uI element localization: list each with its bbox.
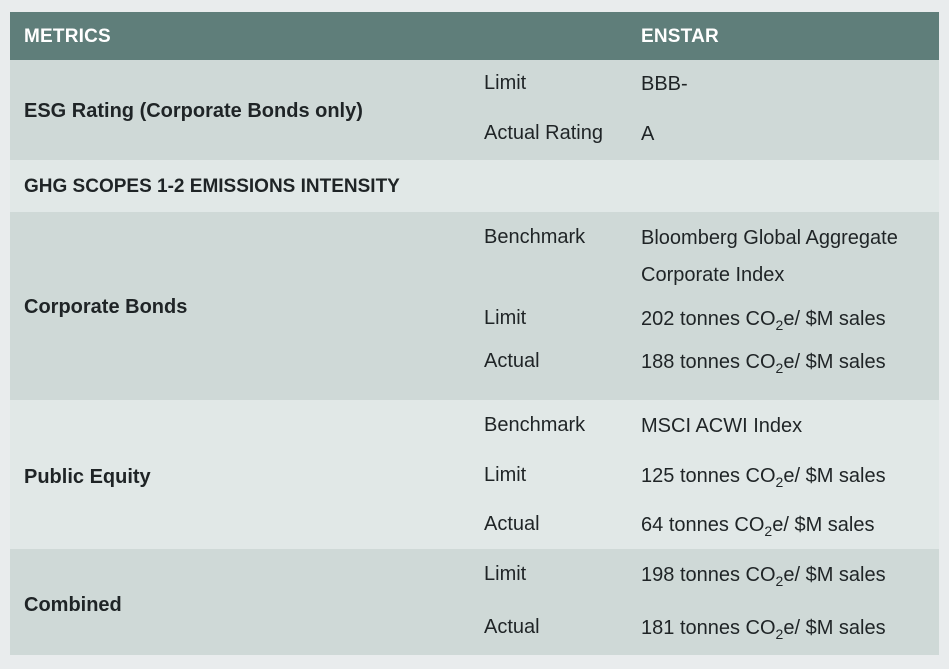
combined-actual-number: 181 xyxy=(641,617,675,639)
combined-limit-label: Limit xyxy=(484,563,527,585)
unit-text: tonnes CO xyxy=(679,351,776,373)
public-equity-section: Public Equity Benchmark MSCI ACWI Index … xyxy=(10,400,939,549)
unit-tail: e/ $M sales xyxy=(772,514,875,536)
corporate-bonds-section: Corporate Bonds Benchmark Bloomberg Glob… xyxy=(10,212,939,400)
pe-benchmark-value: MSCI ACWI Index xyxy=(641,415,803,437)
unit-subscript: 2 xyxy=(775,317,784,333)
pe-limit-number: 125 xyxy=(641,465,675,487)
unit-subscript: 2 xyxy=(775,573,784,589)
pe-actual-number: 64 xyxy=(641,514,664,536)
metrics-table: METRICS ENSTAR ESG Rating (Corporate Bon… xyxy=(10,12,939,655)
cb-benchmark-label: Benchmark xyxy=(484,226,586,248)
unit-text: tonnes CO xyxy=(679,564,776,586)
unit-subscript: 2 xyxy=(764,523,773,539)
esg-actual-value: A xyxy=(641,123,655,145)
unit-text: tonnes CO xyxy=(679,308,776,330)
pe-limit-value: 125 tonnes CO2e/ $M sales xyxy=(641,464,886,490)
combined-actual-value: 181 tonnes CO2e/ $M sales xyxy=(641,616,886,642)
cb-limit-number: 202 xyxy=(641,308,675,330)
combined-actual-label: Actual xyxy=(484,616,540,638)
esg-limit-label: Limit xyxy=(484,72,527,94)
pe-actual-label: Actual xyxy=(484,513,540,535)
unit-text: tonnes CO xyxy=(679,465,776,487)
unit-tail: e/ $M sales xyxy=(783,465,886,487)
unit-tail: e/ $M sales xyxy=(783,308,886,330)
cb-actual-value: 188 tonnes CO2e/ $M sales xyxy=(641,350,886,376)
unit-tail: e/ $M sales xyxy=(783,564,886,586)
esg-actual-label: Actual Rating xyxy=(484,122,603,144)
cb-limit-label: Limit xyxy=(484,307,527,329)
unit-tail: e/ $M sales xyxy=(783,617,886,639)
esg-rating-section: ESG Rating (Corporate Bonds only) Limit … xyxy=(10,60,939,160)
ghg-title: GHG SCOPES 1-2 EMISSIONS INTENSITY xyxy=(24,176,400,197)
pe-benchmark-label: Benchmark xyxy=(484,414,586,436)
metrics-header: METRICS xyxy=(24,26,111,47)
unit-tail: e/ $M sales xyxy=(783,351,886,373)
cb-benchmark-value: Bloomberg Global Aggregate Corporate Ind… xyxy=(641,220,898,294)
ghg-section-heading: GHG SCOPES 1-2 EMISSIONS INTENSITY xyxy=(10,160,939,212)
cb-actual-label: Actual xyxy=(484,350,540,372)
combined-limit-value: 198 tonnes CO2e/ $M sales xyxy=(641,563,886,589)
unit-subscript: 2 xyxy=(775,626,784,642)
combined-title: Combined xyxy=(24,594,122,616)
unit-subscript: 2 xyxy=(775,360,784,376)
combined-limit-number: 198 xyxy=(641,564,675,586)
pe-limit-label: Limit xyxy=(484,464,527,486)
enstar-header: ENSTAR xyxy=(641,26,719,47)
cb-limit-value: 202 tonnes CO2e/ $M sales xyxy=(641,307,886,333)
cb-benchmark-line1: Bloomberg Global Aggregate xyxy=(641,227,898,249)
cb-actual-number: 188 xyxy=(641,351,675,373)
corporate-bonds-title: Corporate Bonds xyxy=(24,296,188,318)
esg-rating-title: ESG Rating (Corporate Bonds only) xyxy=(24,100,363,122)
esg-limit-value: BBB- xyxy=(641,73,688,95)
pe-actual-value: 64 tonnes CO2e/ $M sales xyxy=(641,513,875,539)
unit-subscript: 2 xyxy=(775,474,784,490)
unit-text: tonnes CO xyxy=(679,617,776,639)
unit-text: tonnes CO xyxy=(668,514,765,536)
cb-benchmark-line2: Corporate Index xyxy=(641,264,785,286)
public-equity-title: Public Equity xyxy=(24,466,151,488)
table-header: METRICS ENSTAR xyxy=(10,12,939,60)
combined-section: Combined Limit 198 tonnes CO2e/ $M sales… xyxy=(10,549,939,655)
